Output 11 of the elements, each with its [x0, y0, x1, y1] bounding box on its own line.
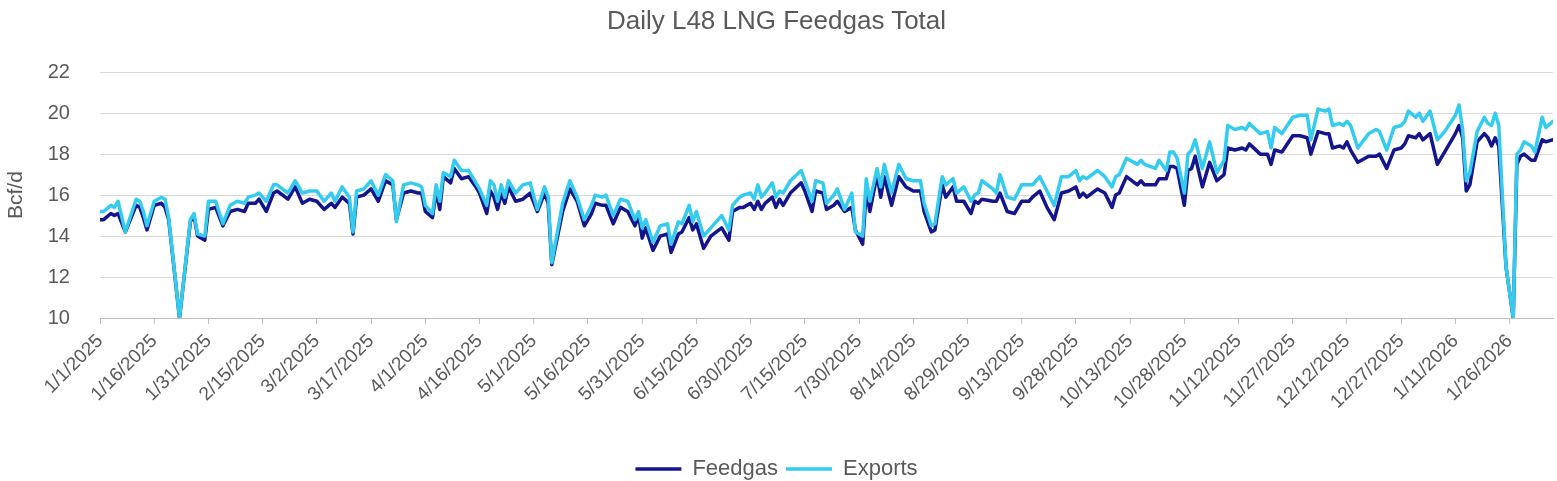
y-tick-label: 16 — [47, 182, 70, 205]
y-tick-label: 20 — [47, 100, 70, 123]
y-tick-label: 14 — [47, 223, 70, 246]
y-tick-label: 18 — [47, 141, 70, 164]
y-axis-title: Bcf/d — [3, 171, 27, 220]
y-tick-label: 10 — [47, 305, 70, 328]
legend-label: Feedgas — [692, 455, 779, 481]
y-tick-label: 12 — [47, 264, 70, 287]
chart-title: Daily L48 LNG Feedgas Total — [606, 4, 947, 35]
y-tick-label: 22 — [47, 59, 70, 82]
legend-label: Exports — [843, 455, 918, 481]
